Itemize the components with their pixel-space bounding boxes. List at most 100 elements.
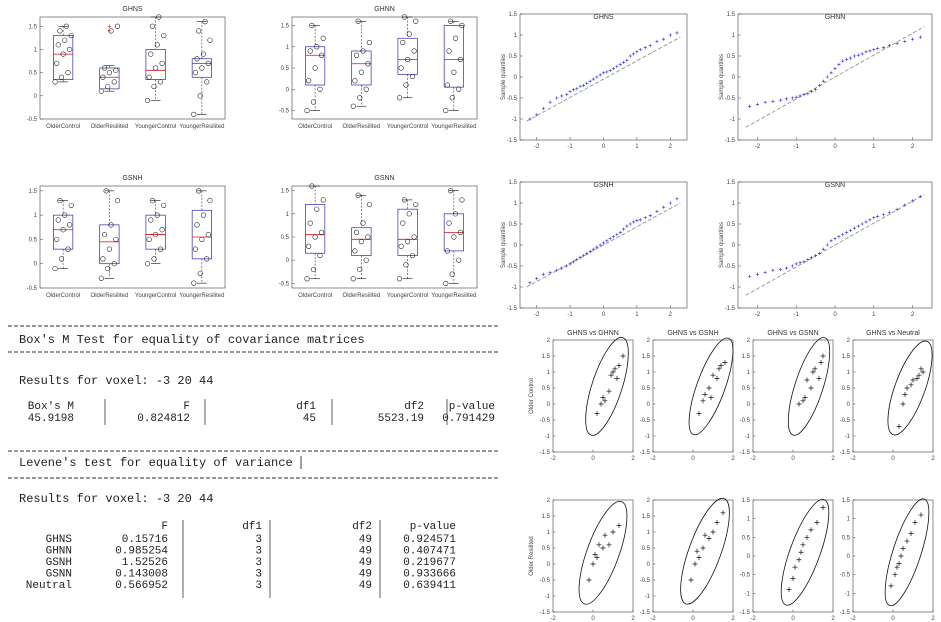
data-point — [403, 82, 409, 88]
data-point — [363, 257, 369, 263]
data-point — [806, 92, 810, 96]
data-point — [449, 95, 455, 101]
data-point — [606, 388, 612, 394]
x-tick-label: 0 — [591, 456, 595, 462]
y-tick-label: -1 — [545, 594, 551, 600]
data-point — [675, 197, 679, 201]
x-tick-label: -1 — [567, 312, 573, 318]
y-tick-label: -0.5 — [540, 418, 551, 424]
data-point — [192, 70, 198, 76]
data-point — [312, 65, 318, 71]
data-point — [401, 197, 407, 203]
y-tick-label: 1 — [647, 370, 651, 376]
data-point — [856, 53, 860, 57]
data-point — [620, 353, 626, 359]
data-point — [688, 577, 694, 583]
y-tick-label: -0.5 — [740, 418, 751, 424]
box — [53, 214, 74, 250]
y-tick-label: 1.5 — [642, 514, 651, 520]
data-point — [352, 78, 358, 84]
y-tick-label: 1.5 — [29, 189, 38, 195]
plot-frame — [39, 16, 226, 120]
y-tick-label: 1 — [647, 530, 651, 536]
data-point — [810, 369, 816, 375]
qq-panel: GHNN Sample quantiles -1.5 -1 -0.5 0 0.5 1 1.5 -2… — [719, 12, 933, 150]
data-point — [319, 229, 325, 235]
table-cell: 0.933666 — [403, 569, 456, 581]
table-cell: 3 — [255, 569, 262, 581]
data-point — [400, 220, 406, 226]
data-point — [912, 519, 918, 525]
data-point — [146, 74, 152, 80]
data-point — [790, 575, 796, 581]
data-point — [896, 560, 902, 566]
column-header: df2 — [352, 521, 372, 533]
confidence-ellipse — [887, 340, 933, 436]
column-header: Box's M — [28, 401, 74, 413]
y-tick-label: -1.5 — [840, 610, 851, 616]
qq-panel: GSNN Sample quantiles -1.5 -1 -0.5 0 0.5 1 1.5 -2… — [719, 180, 933, 318]
data-point — [755, 102, 759, 106]
qq-panel: GHNS Sample quantiles -1.5 -1 -0.5 0 0.5 1 1.5 -2… — [501, 12, 688, 150]
y-tick-label: -1.5 — [840, 450, 851, 456]
data-point — [605, 70, 609, 74]
table-title: Box's M Test for equality of covariance … — [19, 333, 365, 347]
data-point — [357, 266, 363, 273]
boxplot-panel: GSNH -0.5 0 0.5 1 1.5 OlderControl OlderResilit… — [27, 175, 226, 299]
data-point — [779, 267, 783, 271]
data-point — [66, 46, 73, 53]
data-point — [601, 241, 606, 245]
boxplot-panel: GSNN -0.5 0 0.5 1 1.5 OlderControl OlderResilit… — [279, 175, 478, 299]
data-point — [560, 266, 564, 270]
x-tick-label: OlderResilited — [343, 293, 381, 299]
data-point — [794, 95, 798, 99]
data-point — [643, 46, 647, 50]
data-point — [628, 54, 632, 58]
data-point — [668, 201, 672, 205]
data-point — [700, 545, 706, 551]
scatter-panel: GHNS vs GSNH -1.5 -1 -0.5 0 0.5 1 1.5 2 -2 0 2 — [640, 330, 736, 462]
data-point — [896, 423, 902, 429]
data-point — [610, 529, 616, 535]
box — [305, 204, 326, 254]
data-point — [904, 385, 910, 391]
data-point — [309, 183, 315, 189]
x-tick-label: -1 — [794, 312, 800, 318]
data-point — [307, 48, 313, 54]
data-point — [814, 253, 818, 258]
x-tick-label: 2 — [731, 456, 735, 462]
table-subtitle: Results for voxel: -3 20 44 — [19, 374, 213, 388]
y-tick-label: 0.5 — [727, 54, 736, 60]
chart-title: GSNH — [122, 175, 142, 182]
data-point — [872, 48, 876, 52]
data-point — [191, 280, 197, 286]
data-point — [452, 211, 459, 217]
data-point — [153, 231, 159, 238]
data-point — [196, 188, 202, 194]
y-tick-label: 1.5 — [542, 514, 551, 520]
x-tick-label: -1 — [794, 144, 800, 150]
outlier-marker: + — [107, 23, 111, 30]
y-tick-label: 0 — [732, 243, 736, 249]
y-tick-label: -1.5 — [740, 610, 751, 616]
y-tick-label: 0.5 — [642, 546, 651, 552]
x-tick-label: -2 — [750, 616, 756, 622]
data-point — [794, 262, 798, 266]
data-point — [310, 266, 317, 273]
box — [145, 49, 166, 80]
data-point — [457, 56, 463, 63]
x-tick-label: -2 — [534, 144, 540, 150]
y-tick-label: 1 — [747, 370, 751, 376]
x-tick-label: 2 — [911, 144, 915, 150]
data-point — [590, 561, 596, 567]
data-point — [638, 218, 642, 222]
data-point — [528, 281, 532, 285]
plot-frame — [652, 499, 734, 613]
y-tick-label: 0 — [514, 75, 518, 81]
data-point — [400, 39, 406, 46]
data-point — [608, 237, 612, 241]
data-point — [65, 246, 71, 252]
data-point — [105, 83, 111, 90]
data-point — [829, 71, 833, 75]
data-point — [68, 32, 74, 39]
